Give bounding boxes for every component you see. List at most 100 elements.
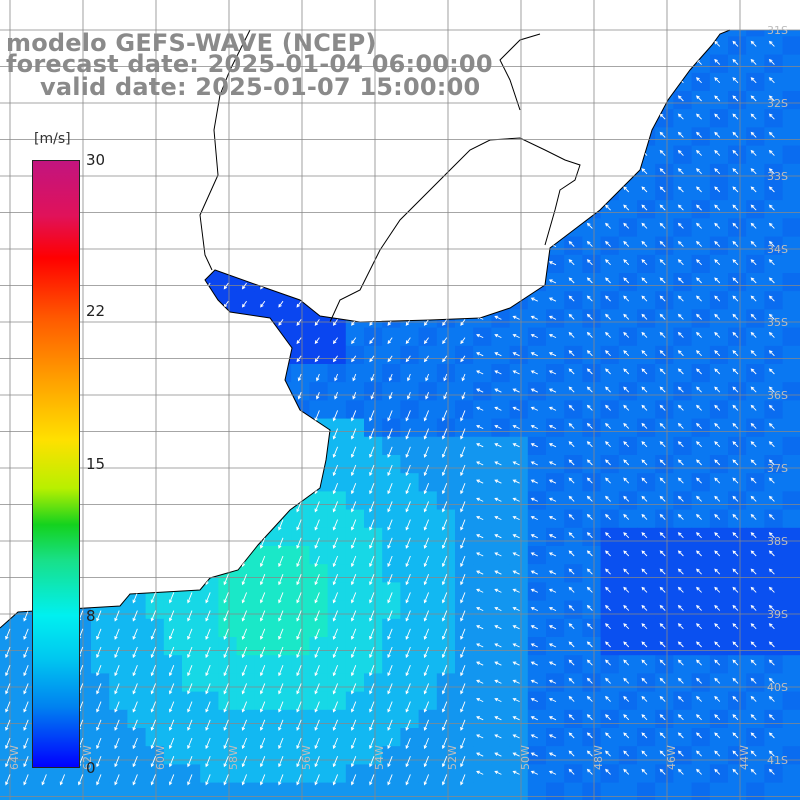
wind-vector-arrow xyxy=(750,113,757,120)
wind-vector-arrow xyxy=(732,495,739,502)
wind-vector-arrow xyxy=(548,315,557,320)
wind-speed-cell xyxy=(436,564,456,583)
wind-speed-cell xyxy=(782,509,800,529)
wind-vector-arrow xyxy=(696,768,702,775)
wind-vector-arrow xyxy=(568,513,575,520)
wind-speed-cell xyxy=(455,327,474,347)
wind-vector-arrow xyxy=(23,628,29,640)
wind-vector-arrow xyxy=(677,441,684,448)
colorbar-unit: [m/s] xyxy=(34,131,71,147)
colorbar xyxy=(32,160,80,768)
wind-speed-cell xyxy=(345,764,365,784)
wind-speed-cell xyxy=(218,273,238,292)
wind-speed-cell xyxy=(364,382,383,401)
wind-speed-cell xyxy=(236,291,256,310)
wind-vector-arrow xyxy=(659,404,666,411)
wind-speed-cell xyxy=(163,782,183,800)
wind-vector-arrow xyxy=(476,388,484,393)
wind-speed-cell xyxy=(455,582,474,602)
wind-vector-arrow xyxy=(768,58,775,65)
wind-speed-cell xyxy=(309,527,329,547)
wind-vector-arrow xyxy=(314,337,320,345)
wind-speed-cell xyxy=(345,491,365,511)
wind-vector-arrow xyxy=(605,240,611,247)
wind-vector-arrow xyxy=(677,295,684,302)
wind-vector-arrow xyxy=(387,446,393,458)
wind-vector-arrow xyxy=(423,555,430,568)
wind-speed-cell xyxy=(200,600,219,620)
wind-vector-arrow xyxy=(476,497,484,502)
wind-speed-cell xyxy=(309,673,329,693)
wind-vector-arrow xyxy=(548,643,557,648)
wind-vector-arrow xyxy=(530,515,538,521)
wind-vector-arrow xyxy=(605,222,611,229)
wind-vector-arrow xyxy=(623,641,630,648)
wind-vector-arrow xyxy=(714,222,721,229)
wind-vector-arrow xyxy=(768,259,775,266)
wind-vector-arrow xyxy=(512,443,520,448)
latitude-label: 35S xyxy=(767,316,788,329)
wind-vector-arrow xyxy=(5,737,11,750)
wind-vector-arrow xyxy=(132,719,138,731)
wind-speed-cell xyxy=(236,564,256,583)
wind-vector-arrow xyxy=(641,623,648,630)
wind-vector-arrow xyxy=(568,313,575,320)
wind-vector-arrow xyxy=(750,768,757,775)
wind-vector-arrow xyxy=(605,677,611,684)
wind-vector-arrow xyxy=(150,646,157,659)
wind-vector-arrow xyxy=(696,259,702,266)
wind-vector-arrow xyxy=(714,259,721,266)
wind-speed-cell xyxy=(436,400,456,420)
wind-speed-cell xyxy=(309,509,329,529)
wind-speed-cell xyxy=(400,436,420,456)
wind-speed-cell xyxy=(254,746,274,765)
wind-vector-arrow xyxy=(659,714,666,721)
wind-speed-cell xyxy=(382,564,401,583)
wind-vector-arrow xyxy=(750,58,757,65)
wind-vector-arrow xyxy=(132,774,138,786)
wind-vector-arrow xyxy=(334,373,339,382)
wind-speed-cell xyxy=(182,655,201,674)
wind-vector-arrow xyxy=(659,168,666,175)
wind-vector-arrow xyxy=(150,610,157,622)
wind-vector-arrow xyxy=(460,555,466,568)
wind-vector-arrow xyxy=(223,574,229,586)
wind-vector-arrow xyxy=(369,737,375,750)
wind-speed-cell xyxy=(36,764,56,784)
wind-vector-arrow xyxy=(605,604,611,611)
wind-vector-arrow xyxy=(332,337,338,345)
wind-speed-cell xyxy=(418,527,438,547)
wind-vector-arrow xyxy=(405,683,411,695)
wind-vector-arrow xyxy=(114,737,120,750)
wind-vector-arrow xyxy=(441,483,448,495)
wind-vector-arrow xyxy=(750,350,757,357)
wind-vector-arrow xyxy=(568,259,575,266)
wind-speed-cell xyxy=(182,691,201,711)
wind-vector-arrow xyxy=(659,695,666,702)
wind-speed-cell xyxy=(418,655,438,674)
wind-speed-cell xyxy=(436,728,456,747)
wind-vector-arrow xyxy=(568,732,575,739)
wind-vector-arrow xyxy=(714,277,721,284)
wind-vector-arrow xyxy=(586,586,593,593)
wind-vector-arrow xyxy=(296,300,302,308)
wind-vector-arrow xyxy=(387,592,393,604)
wind-vector-arrow xyxy=(696,714,702,721)
wind-vector-arrow xyxy=(405,756,411,768)
wind-speed-cell xyxy=(418,400,438,420)
wind-vector-arrow xyxy=(768,441,775,448)
wind-speed-cell xyxy=(200,582,219,602)
wind-speed-cell xyxy=(400,364,420,383)
wind-speed-cell xyxy=(364,600,383,620)
wind-vector-arrow xyxy=(387,464,393,477)
wind-vector-arrow xyxy=(405,646,411,659)
wind-speed-cell xyxy=(782,218,800,238)
wind-speed-cell xyxy=(145,782,165,800)
wind-vector-arrow xyxy=(586,732,593,739)
wind-vector-arrow xyxy=(460,428,466,440)
wind-vector-arrow xyxy=(512,679,520,684)
wind-vector-arrow xyxy=(548,443,557,448)
wind-speed-cell xyxy=(455,455,474,474)
wind-speed-cell xyxy=(291,527,310,547)
wind-vector-arrow xyxy=(714,404,721,411)
